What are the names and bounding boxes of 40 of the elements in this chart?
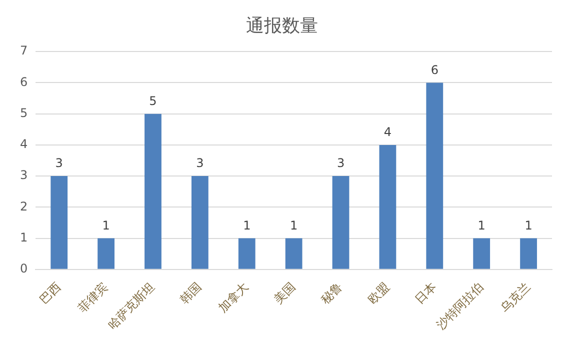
x-tick-label: 韩国: [177, 280, 204, 307]
data-label: 3: [336, 156, 345, 170]
data-label: 1: [102, 218, 110, 232]
data-label: 3: [55, 156, 63, 170]
y-tick-label: 7: [20, 44, 28, 58]
bar: [144, 114, 162, 269]
bar: [191, 176, 208, 269]
bar: [285, 238, 302, 269]
data-label: 3: [196, 156, 204, 170]
x-tick-label: 菲律宾: [75, 280, 110, 316]
y-tick-label: 3: [20, 168, 28, 182]
y-tick-label: 6: [20, 74, 28, 89]
bar: [520, 238, 537, 269]
data-label: 1: [478, 218, 486, 232]
y-tick-label: 1: [20, 230, 28, 244]
bar: [379, 144, 396, 269]
data-label: 1: [290, 218, 298, 232]
data-label: 4: [384, 125, 392, 140]
bar: [98, 238, 114, 269]
data-label: 6: [430, 62, 438, 77]
x-tick-label: 美国: [271, 280, 298, 307]
data-label: 1: [524, 218, 532, 232]
bar: [473, 238, 490, 269]
y-tick-label: 2: [20, 199, 28, 214]
x-tick-label: 欧盟: [365, 280, 392, 307]
data-label: 1: [243, 218, 251, 232]
chart-title: 通报数量: [246, 15, 318, 36]
x-tick-label: 巴西: [36, 280, 64, 307]
x-tick-label: 秘鲁: [318, 280, 346, 307]
y-tick-label: 0: [20, 262, 28, 276]
x-tick-label: 加拿大: [216, 280, 252, 316]
y-tick-label: 5: [20, 106, 28, 120]
bar: [332, 176, 350, 269]
x-tick-label: 日本: [412, 280, 439, 307]
data-label: 5: [149, 94, 157, 108]
bar: [238, 238, 256, 269]
bar: [426, 82, 444, 269]
bar: [50, 176, 68, 269]
y-tick-label: 4: [20, 137, 28, 152]
x-tick-label: 乌克兰: [498, 280, 533, 316]
